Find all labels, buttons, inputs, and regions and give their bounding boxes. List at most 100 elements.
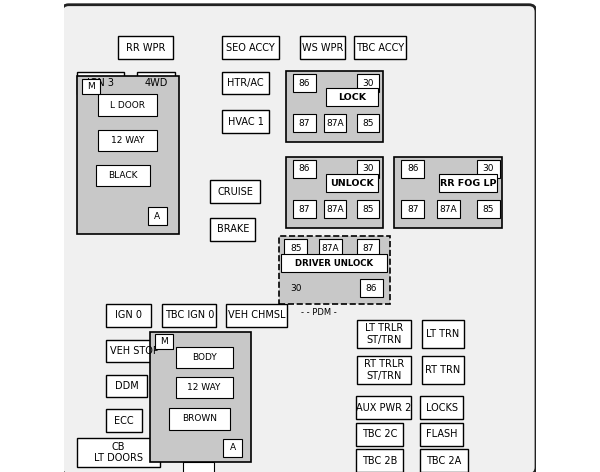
Text: RR WPR: RR WPR — [126, 42, 165, 53]
Bar — [223, 439, 242, 457]
Text: LT TRLR
ST/TRN: LT TRLR ST/TRN — [365, 323, 403, 345]
Bar — [148, 207, 167, 225]
Text: A: A — [154, 211, 161, 221]
Text: 87: 87 — [298, 118, 310, 128]
Bar — [284, 239, 307, 257]
Bar — [162, 304, 217, 327]
Text: 30: 30 — [362, 164, 374, 174]
Bar — [293, 74, 316, 92]
FancyBboxPatch shape — [62, 5, 536, 472]
Text: RR FOG LP: RR FOG LP — [440, 178, 497, 188]
Bar — [354, 36, 406, 59]
Text: 4WD: 4WD — [145, 78, 168, 88]
Bar — [356, 160, 379, 178]
Text: LOCKS: LOCKS — [425, 403, 458, 413]
Bar — [169, 408, 230, 430]
Text: BLACK: BLACK — [109, 171, 138, 180]
Bar — [96, 165, 151, 186]
Bar — [82, 79, 100, 94]
Bar — [98, 130, 157, 151]
Text: TBC 2C: TBC 2C — [362, 429, 397, 439]
Bar — [222, 36, 279, 59]
Text: VEH CHMSL: VEH CHMSL — [228, 310, 286, 320]
Text: 30: 30 — [362, 78, 374, 88]
Bar — [356, 449, 403, 472]
Text: 87A: 87A — [326, 118, 344, 128]
Bar — [281, 254, 388, 272]
Text: M: M — [160, 337, 167, 346]
Text: WS WPR: WS WPR — [302, 42, 343, 53]
Bar — [137, 72, 175, 94]
Text: 85: 85 — [290, 244, 302, 253]
Bar — [106, 304, 151, 327]
Text: IGN 0: IGN 0 — [115, 310, 142, 320]
Bar — [293, 160, 316, 178]
Bar — [222, 72, 269, 94]
Bar — [293, 114, 316, 132]
Text: 86: 86 — [298, 78, 310, 88]
Text: BODY: BODY — [192, 353, 217, 362]
Text: 87A: 87A — [326, 204, 344, 214]
Text: DDM: DDM — [115, 381, 139, 391]
Bar — [356, 396, 412, 419]
Text: BRAKE: BRAKE — [217, 224, 249, 235]
Bar — [77, 438, 160, 467]
Text: RT TRLR
ST/TRN: RT TRLR ST/TRN — [364, 359, 404, 381]
Bar — [356, 114, 379, 132]
Bar — [326, 174, 378, 192]
Bar — [394, 157, 502, 228]
Bar — [356, 200, 379, 218]
Text: A: A — [229, 443, 236, 453]
Bar — [401, 200, 424, 218]
Bar — [106, 340, 163, 362]
Text: HTR/AC: HTR/AC — [227, 78, 264, 88]
Bar — [106, 409, 142, 432]
Text: 87A: 87A — [322, 244, 339, 253]
Text: 87: 87 — [362, 244, 374, 253]
Bar — [422, 320, 464, 348]
Text: AUX PWR 2: AUX PWR 2 — [356, 403, 411, 413]
Bar — [183, 462, 214, 472]
Text: RT TRN: RT TRN — [425, 365, 461, 375]
Bar — [439, 174, 497, 192]
Bar — [477, 160, 500, 178]
Bar — [323, 114, 346, 132]
Bar — [326, 88, 378, 106]
Text: 86: 86 — [298, 164, 310, 174]
Bar — [360, 279, 383, 297]
Text: CRUISE: CRUISE — [217, 186, 253, 197]
Text: LT TRN: LT TRN — [427, 329, 460, 339]
Text: L DOOR: L DOOR — [110, 101, 145, 110]
Text: 85: 85 — [362, 204, 374, 214]
Bar — [286, 71, 383, 142]
Bar — [401, 160, 424, 178]
Text: TBC 2A: TBC 2A — [427, 455, 461, 466]
Text: TBC 2B: TBC 2B — [362, 455, 397, 466]
Text: 30: 30 — [290, 284, 302, 293]
Bar — [422, 356, 464, 384]
Text: 86: 86 — [407, 164, 419, 174]
Bar — [222, 110, 269, 133]
Bar — [477, 200, 500, 218]
Text: LOCK: LOCK — [338, 93, 366, 102]
Text: TBC ACCY: TBC ACCY — [356, 42, 404, 53]
Text: DRIVER UNLOCK: DRIVER UNLOCK — [295, 259, 373, 268]
Bar — [98, 94, 157, 116]
Text: BROWN: BROWN — [182, 414, 217, 423]
Bar — [279, 236, 389, 304]
Bar — [211, 180, 260, 203]
Text: HVAC 1: HVAC 1 — [228, 117, 263, 127]
Text: ECC: ECC — [115, 415, 134, 426]
Text: UNLOCK: UNLOCK — [330, 178, 374, 188]
Bar — [356, 74, 379, 92]
Text: M: M — [87, 82, 95, 92]
Bar — [226, 304, 287, 327]
Bar — [356, 423, 403, 446]
Bar — [77, 76, 179, 234]
Text: 12 WAY: 12 WAY — [111, 136, 145, 145]
Text: - - PDM -: - - PDM - — [301, 308, 337, 318]
Bar — [319, 239, 341, 257]
Bar — [323, 200, 346, 218]
Text: IGN 3: IGN 3 — [88, 78, 115, 88]
Text: 87: 87 — [407, 204, 419, 214]
